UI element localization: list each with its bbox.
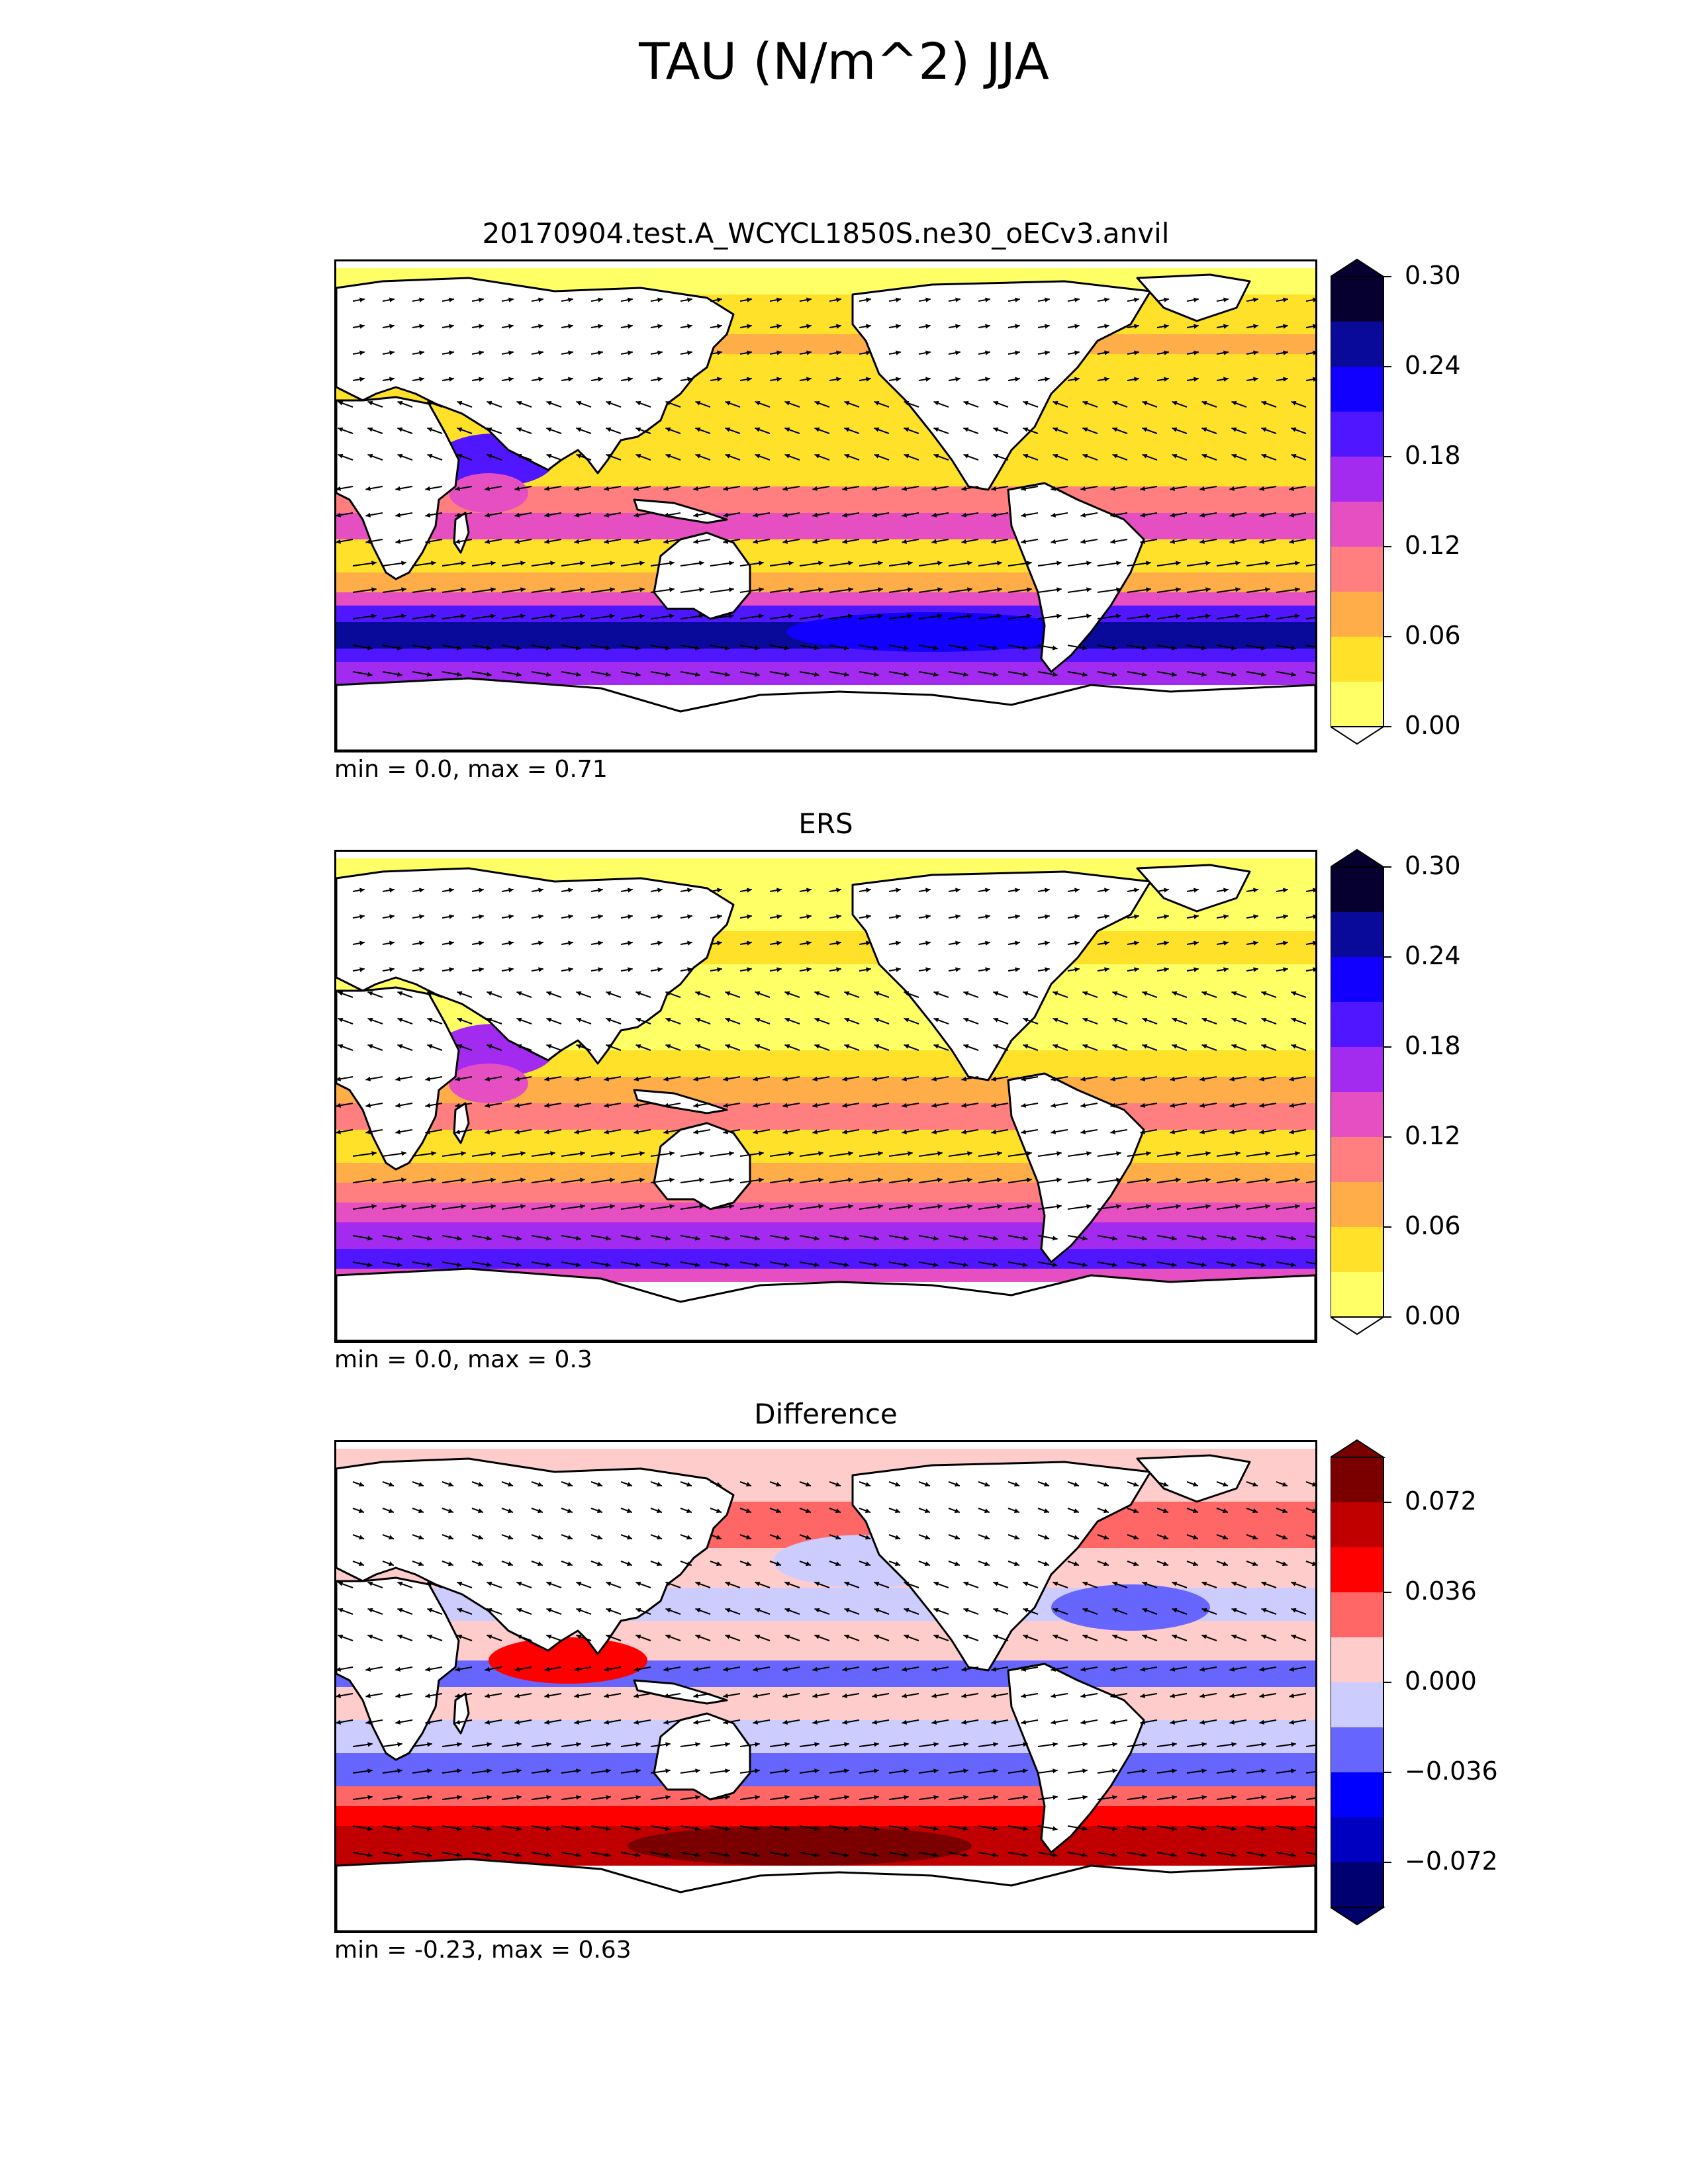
panel-title: ERS — [798, 807, 853, 840]
panel-title: 20170904.test.A_WCYCL1850S.ne30_oECv3.an… — [482, 217, 1170, 250]
colorbar-tick-label: 0.072 — [1405, 1486, 1477, 1516]
colorbar — [1328, 1439, 1436, 1958]
colorbar-tick-label: 0.18 — [1405, 1031, 1461, 1060]
panel-model: 20170904.test.A_WCYCL1850S.ne30_oECv3.an… — [0, 212, 1688, 807]
colorbar-tick-label: 0.000 — [1405, 1666, 1477, 1696]
wind-stress-vectors — [336, 1481, 1315, 1858]
wind-stress-vectors — [336, 887, 1315, 1267]
coastlines — [336, 1454, 1315, 1931]
map-plot — [334, 1440, 1317, 1933]
min-max-stats: min = -0.23, max = 0.63 — [334, 1936, 632, 1964]
coastlines — [336, 864, 1315, 1341]
figure-title: TAU (N/m^2) JJA — [639, 32, 1049, 91]
colorbar-tick-label: −0.036 — [1405, 1756, 1498, 1786]
wind-stress-vectors — [336, 297, 1315, 677]
colorbar-tick-label: −0.072 — [1405, 1846, 1498, 1876]
colorbar-tick-label: 0.12 — [1405, 531, 1461, 560]
colorbar-tick-label: 0.00 — [1405, 1301, 1461, 1330]
colorbar-tick-label: 0.00 — [1405, 711, 1461, 740]
colorbar-tick-label: 0.30 — [1405, 851, 1461, 880]
colorbar-segments — [1328, 848, 1391, 1336]
wind-stress-map — [336, 261, 1315, 751]
min-max-stats: min = 0.0, max = 0.71 — [334, 756, 608, 783]
colorbar-tick-label: 0.24 — [1405, 351, 1461, 380]
colorbar-tick-label: 0.30 — [1405, 261, 1461, 290]
colorbar-tick-label: 0.24 — [1405, 941, 1461, 970]
panel-title: Difference — [754, 1398, 898, 1430]
wind-stress-difference-map — [336, 1442, 1315, 1931]
wind-stress-map — [336, 852, 1315, 1341]
map-plot — [334, 850, 1317, 1343]
colorbar — [1328, 258, 1436, 777]
panel-difference: Difference min = -0.23, max = 0.63 0.072… — [0, 1392, 1688, 1988]
min-max-stats: min = 0.0, max = 0.3 — [334, 1346, 592, 1373]
map-plot — [334, 259, 1317, 752]
panel-observations: ERS min = 0.0, max = 0.3 0.30 0.24 0.18 0.1… — [0, 802, 1688, 1398]
colorbar-tick-label: 0.12 — [1405, 1121, 1461, 1150]
colorbar-tick-label: 0.06 — [1405, 621, 1461, 650]
colorbar — [1328, 848, 1436, 1367]
coastlines — [336, 273, 1315, 751]
colorbar-segments — [1328, 258, 1391, 745]
colorbar-tick-label: 0.036 — [1405, 1576, 1477, 1606]
colorbar-tick-label: 0.06 — [1405, 1211, 1461, 1240]
colorbar-tick-label: 0.18 — [1405, 441, 1461, 470]
colorbar-segments — [1328, 1439, 1391, 1926]
